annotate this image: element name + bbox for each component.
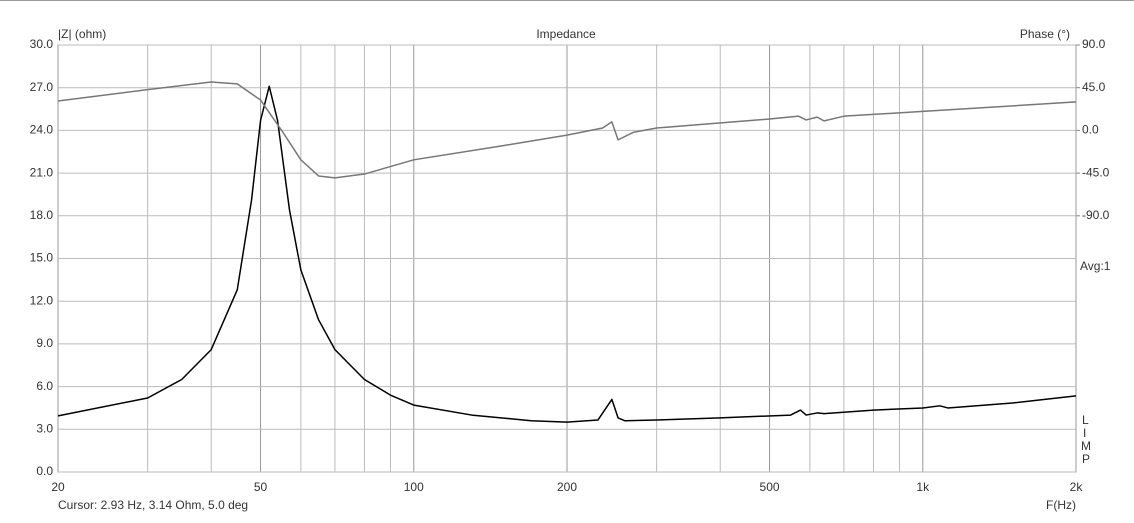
y-tick-label: 30.0: [30, 37, 54, 51]
y-tick-label: 27.0: [30, 80, 54, 94]
y-tick-label: 12.0: [30, 293, 54, 307]
y-tick-label: 6.0: [36, 379, 53, 393]
y-tick-label: 21.0: [30, 165, 54, 179]
annotation: Avg:1: [1080, 259, 1111, 273]
annotation: I: [1083, 426, 1086, 440]
chart-title: Impedance: [536, 27, 596, 41]
y2-tick-label: -90.0: [1082, 208, 1110, 222]
y2-tick-label: 0.0: [1082, 123, 1099, 137]
y-tick-label: 3.0: [36, 421, 53, 435]
x-axis-label: F(Hz): [1046, 498, 1076, 512]
x-tick-label: 2k: [1070, 480, 1084, 494]
y-tick-label: 9.0: [36, 336, 53, 350]
y2-tick-label: 90.0: [1082, 37, 1106, 51]
series-line: [57, 81, 1077, 179]
x-tick-label: 500: [760, 480, 780, 494]
series-line: [57, 85, 1077, 423]
y-tick-label: 24.0: [30, 123, 54, 137]
y2-tick-label: -45.0: [1082, 165, 1110, 179]
x-tick-label: 20: [51, 480, 65, 494]
y-tick-label: 15.0: [30, 251, 54, 265]
annotation: L: [1082, 413, 1089, 427]
y-axis-label: |Z| (ohm): [58, 27, 106, 41]
cursor-readout: Cursor: 2.93 Hz, 3.14 Ohm, 5.0 deg: [58, 498, 248, 512]
y2-axis-label: Phase (°): [1020, 27, 1070, 41]
y-tick-label: 18.0: [30, 208, 54, 222]
y2-tick-label: 45.0: [1082, 80, 1106, 94]
y-tick-label: 0.0: [36, 464, 53, 478]
x-tick-label: 50: [254, 480, 268, 494]
annotation: M: [1081, 439, 1091, 453]
x-tick-label: 100: [404, 480, 424, 494]
annotation: P: [1082, 452, 1090, 466]
x-tick-label: 200: [557, 480, 577, 494]
x-tick-label: 1k: [916, 480, 930, 494]
